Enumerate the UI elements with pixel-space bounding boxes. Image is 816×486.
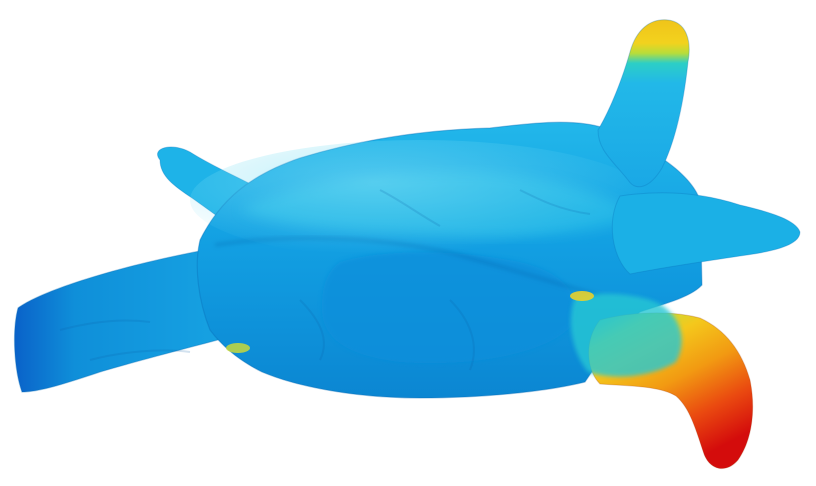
left-inlet-tube [13,249,256,393]
surface-sheen [190,140,650,260]
lower-branch-joint [570,293,682,377]
junction-hotspot [570,291,594,301]
belly-region [321,252,576,364]
upper-right-branch [597,19,690,188]
right-branch [611,192,801,275]
lower-left-hotspot [226,343,250,353]
surface-ripples [59,189,591,371]
